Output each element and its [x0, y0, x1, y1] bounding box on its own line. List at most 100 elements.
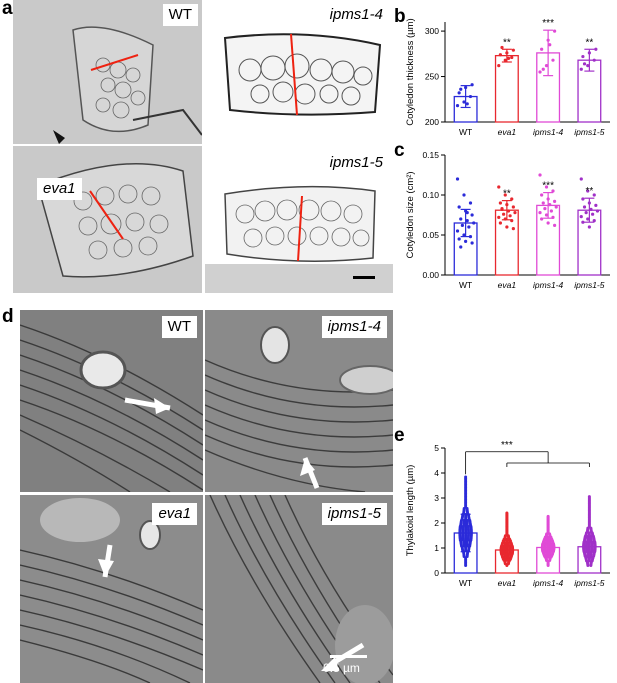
significance-e: ***	[501, 440, 513, 451]
point-c-WT	[459, 217, 463, 221]
panel-letter-e: e	[394, 425, 405, 446]
point-b-ipms1-4	[548, 43, 552, 47]
significance-b-ipms1-4: ***	[542, 18, 554, 29]
point-b-ipms1-4	[541, 67, 545, 71]
micrograph-a-ipms1-4: ipms1-4	[205, 0, 393, 144]
point-b-ipms1-5	[582, 62, 587, 66]
scale-bar-label: 0.5 µm	[323, 661, 360, 675]
point-b-ipms1-5	[592, 58, 596, 62]
point-b-ipms1-5	[586, 64, 590, 68]
point-c-eva1	[508, 214, 512, 218]
point-c-WT	[470, 241, 474, 245]
point-c-ipms1-4	[543, 207, 547, 211]
point-c-ipms1-4	[538, 211, 542, 215]
point-b-ipms1-4	[551, 58, 555, 62]
point-c-ipms1-4	[546, 221, 550, 225]
point-c-eva1	[511, 205, 515, 209]
point-c-WT	[465, 219, 469, 223]
point-c-WT	[460, 223, 464, 227]
y-axis-label-e: Thylakoid length (µm)	[405, 465, 416, 557]
x-tick-label-b: ipms1-5	[574, 127, 605, 137]
y-tick-label-e: 4	[434, 468, 439, 478]
x-tick-label-e: WT	[459, 578, 472, 588]
y-tick-label-e: 5	[434, 443, 439, 453]
point-c-ipms1-5	[584, 211, 588, 215]
micrograph-a-ipms1-5: ipms1-5	[205, 146, 393, 293]
point-e-WT	[464, 475, 468, 479]
y-tick-label-c: 0.15	[422, 150, 439, 160]
point-b-ipms1-4	[553, 29, 557, 33]
point-b-ipms1-5	[579, 67, 583, 71]
point-c-ipms1-4	[554, 205, 558, 209]
significance-c-ipms1-4: ***	[542, 181, 554, 192]
chart-e: 0 1 2 3 4 5 Thylakoid length (µm) WT eva1 ipms1-4…	[405, 440, 610, 588]
panel-letter-d: d	[2, 306, 14, 327]
point-c-eva1	[510, 197, 514, 201]
x-tick-label-e: ipms1-5	[574, 578, 605, 588]
point-c-ipms1-4	[544, 185, 549, 189]
y-axis-label-c: Cotyledon size (cm²)	[405, 171, 416, 258]
point-c-eva1	[506, 209, 511, 213]
point-b-WT	[457, 91, 461, 95]
point-c-ipms1-5	[581, 197, 585, 201]
label-d-ipms1-4: ipms1-4	[321, 316, 387, 338]
point-c-ipms1-4	[548, 203, 552, 207]
thylakoid-image-ipms1-5	[205, 495, 393, 683]
y-tick-label-e: 0	[434, 568, 439, 578]
significance-c-eva1: **	[503, 189, 511, 200]
label-d-eva1: eva1	[152, 503, 197, 525]
point-c-ipms1-4	[540, 193, 544, 197]
point-c-WT	[472, 221, 476, 225]
panel-letter-b: b	[394, 6, 406, 27]
point-c-ipms1-5	[587, 225, 591, 229]
point-c-WT	[462, 233, 466, 237]
point-b-ipms1-4	[544, 64, 549, 68]
y-tick-label-e: 3	[434, 493, 439, 503]
point-c-eva1	[503, 193, 507, 197]
label-a-ipms1-4: ipms1-4	[323, 4, 389, 26]
x-tick-label-c: ipms1-4	[533, 280, 564, 290]
cotyledon-section-eva1	[37, 163, 194, 278]
point-c-ipms1-5	[594, 203, 598, 207]
point-b-ipms1-4	[540, 47, 544, 51]
point-c-ipms1-5	[592, 219, 596, 223]
label-a-ipms1-5: ipms1-5	[323, 152, 389, 174]
label-d-ipms1-5: ipms1-5	[321, 503, 387, 525]
point-c-ipms1-4	[551, 189, 555, 193]
point-c-eva1	[497, 185, 501, 189]
y-tick-label-e: 1	[434, 543, 439, 553]
point-b-eva1	[500, 45, 504, 50]
point-b-eva1	[503, 58, 507, 62]
significance-b-ipms1-5: **	[585, 37, 593, 48]
chart-b: 200 250 300 Cotyledon thickness (µm) WT eva1 *…	[405, 18, 610, 137]
point-b-eva1	[511, 48, 515, 52]
cotyledon-section-wt	[13, 0, 202, 144]
point-c-ipms1-5	[586, 189, 590, 193]
point-c-WT	[468, 201, 473, 205]
point-e-eva1	[505, 511, 509, 515]
point-b-WT	[465, 102, 469, 106]
thylakoid-image-ipms1-4	[205, 310, 393, 492]
point-b-ipms1-5	[581, 54, 585, 59]
point-c-eva1	[498, 221, 502, 225]
point-b-eva1	[510, 55, 514, 60]
point-c-eva1	[497, 215, 501, 219]
point-b-WT	[468, 94, 473, 99]
x-tick-label-b: WT	[459, 127, 472, 137]
point-c-eva1	[511, 227, 515, 231]
point-c-WT	[467, 225, 471, 229]
micrograph-a-wt: WT	[13, 0, 202, 144]
y-tick-label-c: 0.05	[422, 230, 439, 240]
tem-d-ipms1-5: ipms1-5 0.5 µm	[205, 495, 393, 683]
x-tick-label-b: eva1	[498, 127, 517, 137]
point-c-ipms1-4	[538, 173, 542, 177]
panel-letter-a: a	[2, 0, 13, 19]
thylakoid-image-wt	[20, 310, 203, 492]
significance-c-ipms1-5: **	[585, 186, 593, 197]
point-b-ipms1-5	[594, 47, 598, 51]
y-axis-label-b: Cotyledon thickness (µm)	[405, 18, 416, 125]
y-tick-label-b: 250	[425, 72, 439, 82]
point-c-ipms1-4	[549, 209, 553, 213]
point-c-ipms1-5	[579, 177, 583, 181]
point-c-WT	[455, 229, 460, 233]
